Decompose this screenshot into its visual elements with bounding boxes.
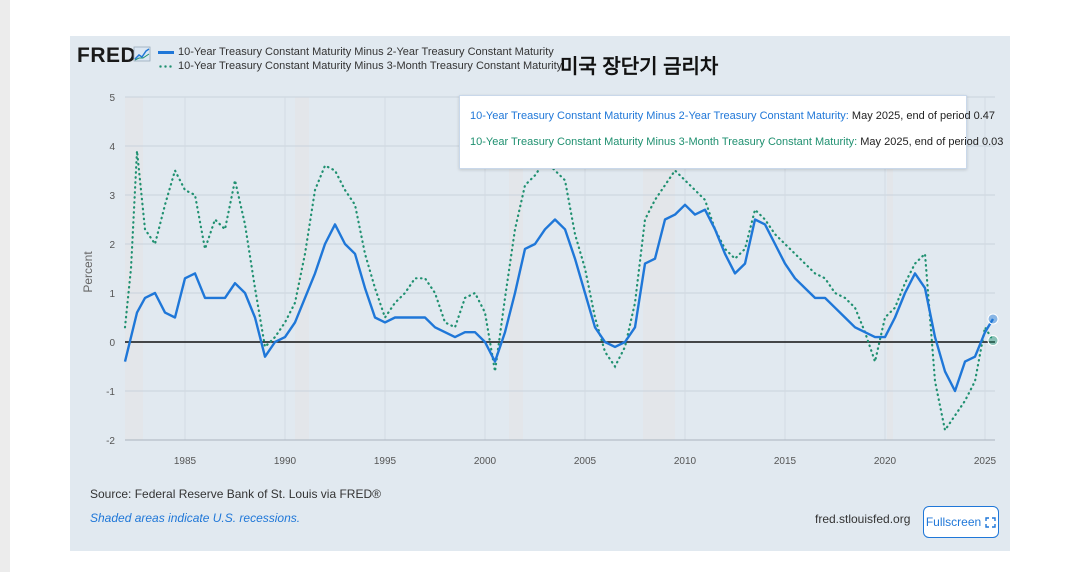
recession-bands <box>125 97 893 440</box>
fred-logo[interactable]: FRED <box>77 44 137 67</box>
recession-band <box>125 97 143 440</box>
expand-icon <box>985 516 996 528</box>
left-edge-bar <box>0 0 10 572</box>
legend-label-series1: 10-Year Treasury Constant Maturity Minus… <box>178 46 554 58</box>
tooltip-series2-name: 10-Year Treasury Constant Maturity Minus… <box>470 136 858 148</box>
legend-swatch-dotted <box>158 64 174 68</box>
y-tick-label: 2 <box>109 240 115 251</box>
legend-swatch-solid <box>158 50 174 54</box>
y-tick-label: 4 <box>109 142 115 153</box>
series1-end-marker <box>987 313 999 325</box>
tooltip-series1-value: May 2025, end of period 0.47 <box>851 110 996 122</box>
chart-tooltip: 10-Year Treasury Constant Maturity Minus… <box>459 95 1003 169</box>
x-tick-label: 2020 <box>874 456 897 467</box>
x-tick-label: 2025 <box>974 456 997 467</box>
tooltip-series1-name: 10-Year Treasury Constant Maturity Minus… <box>470 110 849 122</box>
legend-label-series2: 10-Year Treasury Constant Maturity Minus… <box>178 60 563 72</box>
x-tick-label: 2000 <box>474 456 497 467</box>
fullscreen-button[interactable]: Fullscreen <box>923 506 999 538</box>
x-tick-label: 1990 <box>274 456 297 467</box>
recession-band <box>509 97 523 440</box>
x-tick-label: 2005 <box>574 456 597 467</box>
recession-band <box>887 97 893 440</box>
series-layer <box>123 150 999 433</box>
legend-item-series2[interactable]: 10-Year Treasury Constant Maturity Minus… <box>158 59 562 73</box>
series-line-10y-3m <box>123 150 995 433</box>
tooltip-row-series2: 10-Year Treasury Constant Maturity Minus… <box>470 136 1003 148</box>
overlay-title: 미국 장단기 금리차 <box>560 56 719 78</box>
fred-logo-graph-icon <box>133 46 151 62</box>
legend-item-series1[interactable]: 10-Year Treasury Constant Maturity Minus… <box>158 45 562 59</box>
tooltip-series2-value: May 2025, end of period 0.03 <box>860 136 1004 148</box>
fullscreen-label: Fullscreen <box>925 515 982 529</box>
tooltip-row-series1: 10-Year Treasury Constant Maturity Minus… <box>470 110 995 122</box>
x-tick-label: 2015 <box>774 456 797 467</box>
axis-ticks: 5 4 3 2 1 0 -1 -2 1985 1990 1995 2000 2005 2010 2015 20… <box>106 93 996 467</box>
y-tick-label: 3 <box>109 191 115 202</box>
x-tick-label: 1995 <box>374 456 397 467</box>
x-tick-label: 1985 <box>174 456 197 467</box>
x-tick-label: 2010 <box>674 456 697 467</box>
y-tick-label: 5 <box>109 93 115 104</box>
y-tick-label: -2 <box>106 436 115 447</box>
series2-end-marker <box>987 335 999 347</box>
y-tick-label: 1 <box>109 289 115 300</box>
y-axis-label: Percent <box>81 251 95 293</box>
series-line-10y-2y <box>123 203 995 393</box>
chart-legend: 10-Year Treasury Constant Maturity Minus… <box>158 45 562 73</box>
source-text: Source: Federal Reserve Bank of St. Loui… <box>90 487 381 501</box>
recession-note: Shaded areas indicate U.S. recessions. <box>90 511 301 525</box>
y-tick-label: -1 <box>106 387 115 398</box>
site-link[interactable]: fred.stlouisfed.org <box>815 512 911 526</box>
y-tick-label: 0 <box>109 338 115 349</box>
